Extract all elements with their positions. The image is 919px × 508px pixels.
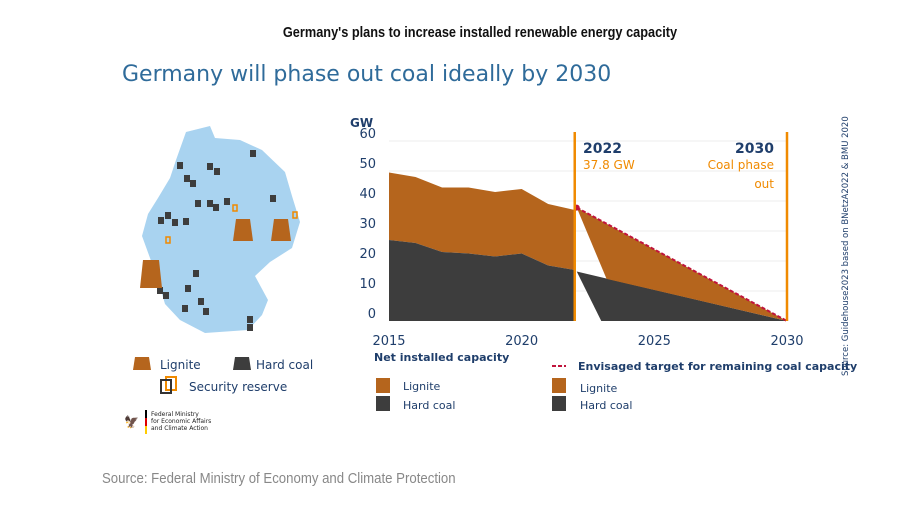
ministry-line-2: for Economic Affairs (151, 418, 211, 425)
x-tick-label: 2030 (770, 334, 803, 349)
y-tick-label: 0 (368, 307, 376, 322)
eagle-icon: 🦅 (124, 414, 139, 429)
legend-lignite-label: Lignite (160, 358, 201, 372)
germany-map (140, 126, 300, 333)
hard-coal-area-historical (389, 240, 575, 321)
y-tick-label: 60 (359, 127, 376, 142)
lignite-area-historical (389, 172, 575, 270)
legend-lignite-projection-label: Lignite (580, 382, 618, 395)
x-tick-label: 2020 (505, 334, 538, 349)
ministry-logo: 🦅 Federal Ministry for Economic Affairs … (124, 410, 211, 434)
source-footer: Source: Federal Ministry of Economy and … (102, 470, 456, 487)
x-tick-label: 2025 (638, 334, 671, 349)
hard-coal-icon (233, 357, 251, 370)
legend-lignite-label: Lignite (403, 380, 441, 393)
chart-source-note: Source: Guidehouse2023 based on BNetzA20… (841, 116, 851, 376)
target-legend-label: Envisaged target for remaining coal capa… (578, 360, 857, 373)
legend-hard-coal-label: Hard coal (403, 399, 455, 412)
annotation-2030: 2030 (735, 141, 774, 157)
annotation-phase-out-2: out (754, 177, 774, 191)
legend-hard-coal-projection-swatch (552, 396, 566, 411)
y-tick-label: 30 (359, 217, 376, 232)
annotation-2022: 2022 (583, 141, 622, 157)
annotation-37-8-gw: 37.8 GW (583, 158, 635, 172)
map-legend: Lignite Hard coal Security reserve 🦅 Fed… (124, 357, 313, 434)
target-line (576, 206, 788, 322)
y-tick-label: 50 (359, 157, 376, 172)
slide-subtitle: Germany will phase out coal ideally by 2… (122, 62, 612, 87)
x-tick-label: 2015 (372, 334, 405, 349)
legend-lignite-projection-swatch (552, 378, 566, 393)
ministry-line-3: and Climate Action (151, 425, 208, 432)
annotation-phase-out-1: Coal phase (708, 158, 774, 172)
legend-lignite-swatch (376, 378, 390, 393)
ministry-line-1: Federal Ministry (151, 411, 199, 418)
lignite-icon (133, 357, 151, 370)
security-reserve-icon (160, 376, 177, 394)
legend-hard-coal-projection-label: Hard coal (580, 399, 632, 412)
legend-hard-coal-swatch (376, 396, 390, 411)
y-tick-label: 20 (359, 247, 376, 262)
y-tick-label: 10 (359, 277, 376, 292)
lignite-area-projection (576, 207, 787, 321)
y-axis-label: GW (350, 116, 373, 130)
y-tick-label: 40 (359, 187, 376, 202)
net-capacity-legend-title: Net installed capacity (374, 351, 509, 364)
legend-hard-coal-label: Hard coal (256, 358, 313, 372)
legend-reserve-label: Security reserve (189, 380, 287, 394)
page-title: Germany's plans to increase installed re… (282, 24, 678, 41)
